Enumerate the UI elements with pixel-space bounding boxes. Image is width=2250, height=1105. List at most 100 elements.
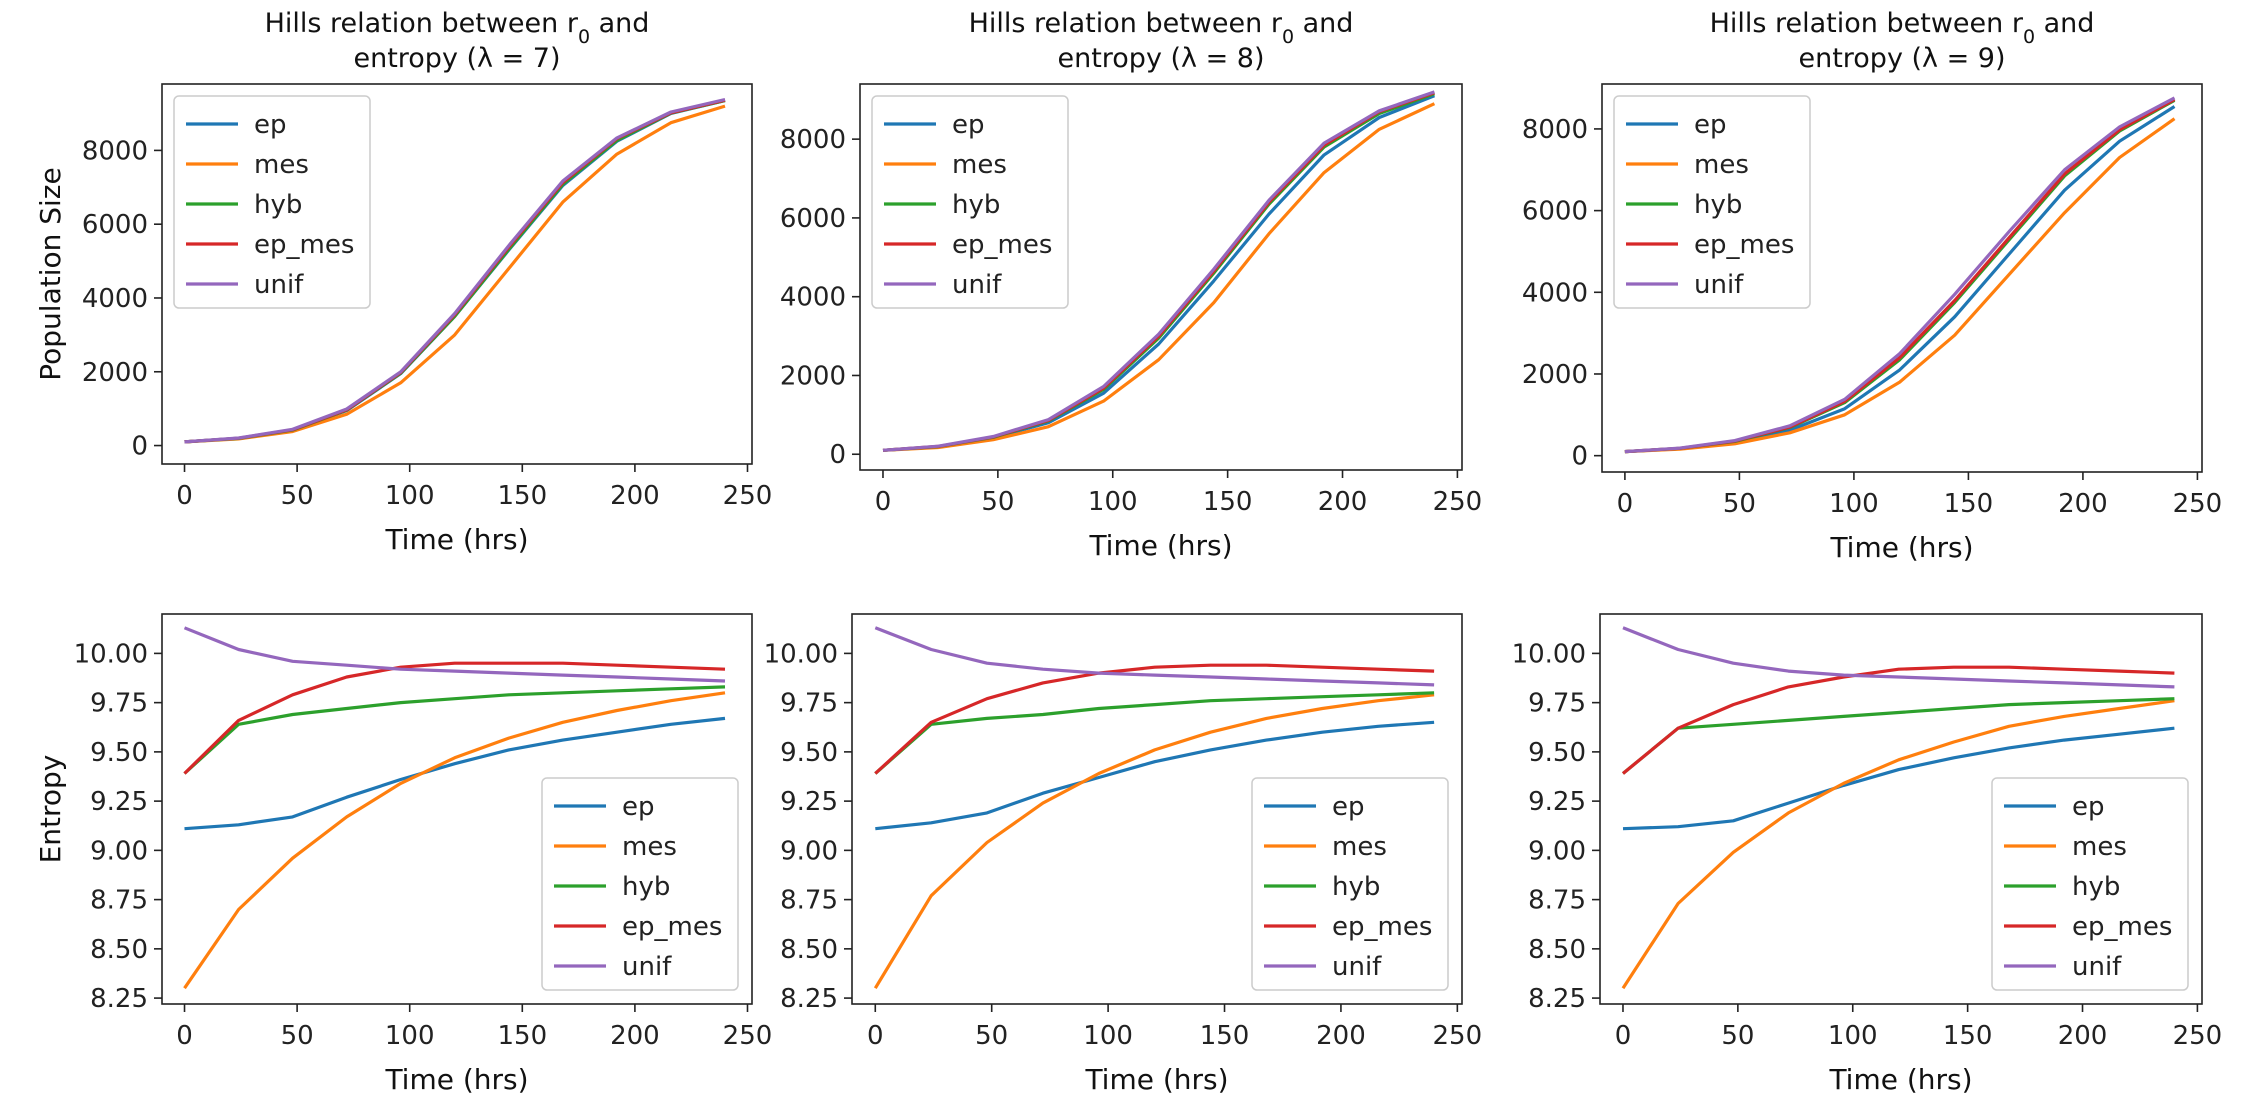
- x-tick-label: 100: [1083, 1021, 1133, 1051]
- x-tick: 100: [1828, 1004, 1878, 1051]
- series-line-ep_mes: [874, 663, 1435, 775]
- x-tick: 100: [1083, 1004, 1133, 1051]
- x-tick-label: 250: [1433, 1021, 1483, 1051]
- series-line-hyb: [874, 691, 1435, 775]
- x-tick-label: 0: [176, 1021, 193, 1051]
- y-tick-label: 9.50: [1528, 738, 1586, 768]
- legend-label-ep_mes: ep_mes: [952, 230, 1052, 260]
- y-tick: 4000: [780, 283, 860, 313]
- legend-label-ep_mes: ep_mes: [1332, 912, 1432, 942]
- y-tick-label: 8000: [1522, 115, 1588, 145]
- series-line-unif: [874, 626, 1435, 687]
- y-tick: 10.00: [74, 639, 162, 669]
- legend-label-hyb: hyb: [622, 872, 670, 902]
- y-tick: 9.50: [90, 738, 162, 768]
- x-tick: 200: [610, 1004, 660, 1051]
- y-tick: 9.25: [90, 787, 162, 817]
- chart-title-line1: Hills relation between r0 and: [265, 8, 650, 48]
- y-tick-label: 9.25: [780, 787, 838, 817]
- x-tick-label: 0: [867, 1021, 884, 1051]
- x-axis-label: Time (hrs): [384, 523, 528, 556]
- y-tick: 9.75: [90, 689, 162, 719]
- y-tick: 8.25: [90, 984, 162, 1014]
- y-tick-label: 2000: [780, 361, 846, 391]
- legend-box: [1991, 777, 2189, 991]
- x-tick: 250: [1433, 470, 1482, 517]
- chart-title-line2: entropy (λ = 9): [1798, 43, 2005, 74]
- y-tick: 8.50: [90, 935, 162, 965]
- y-tick-label: 6000: [780, 204, 846, 234]
- legend-label-unif: unif: [1694, 270, 1744, 300]
- x-tick-label: 100: [1088, 487, 1138, 517]
- x-tick: 250: [723, 464, 772, 511]
- x-tick-label: 250: [2173, 489, 2223, 519]
- y-tick: 8000: [780, 125, 860, 155]
- legend-label-ep: ep: [254, 110, 287, 140]
- legend-label-unif: unif: [2072, 952, 2122, 982]
- x-tick: 50: [981, 470, 1014, 517]
- legend-label-mes: mes: [952, 150, 1007, 180]
- y-tick-label: 8.75: [1528, 886, 1586, 916]
- y-tick: 0: [829, 440, 860, 470]
- y-tick: 9.25: [780, 787, 852, 817]
- series-line-ep_mes: [183, 661, 726, 775]
- series-line-hyb: [183, 685, 726, 775]
- x-tick-label: 0: [1617, 489, 1634, 519]
- legend-label-ep: ep: [1332, 792, 1365, 822]
- x-tick-label: 200: [2058, 489, 2108, 519]
- y-tick: 9.50: [780, 738, 852, 768]
- x-axis-label: Time (hrs): [1828, 1063, 1972, 1096]
- y-tick-label: 8.25: [1528, 984, 1586, 1014]
- x-axis-label: Time (hrs): [1088, 529, 1232, 562]
- y-tick-label: 8000: [780, 125, 846, 155]
- y-tick: 8.50: [1528, 935, 1600, 965]
- x-tick-label: 200: [610, 481, 660, 511]
- panel-bottom-left: 0 50 100 150 200 250 8.25 8.50 8.75 9.00 9.25 9.50 9…: [34, 613, 772, 1096]
- x-tick-label: 100: [385, 481, 435, 511]
- y-tick-label: 6000: [82, 210, 148, 240]
- legend-label-mes: mes: [254, 150, 309, 180]
- y-tick: 2000: [82, 358, 162, 388]
- x-tick: 150: [1943, 1004, 1992, 1051]
- y-tick: 8.25: [780, 984, 852, 1014]
- x-axis-label: Time (hrs): [1084, 1063, 1228, 1096]
- y-tick: 9.25: [1528, 787, 1600, 817]
- y-tick: 2000: [1522, 360, 1602, 390]
- x-tick: 100: [1829, 472, 1879, 519]
- x-tick-label: 200: [610, 1021, 660, 1051]
- x-tick-label: 250: [2173, 1021, 2223, 1051]
- x-tick-label: 50: [281, 1021, 314, 1051]
- plot-frame: [859, 83, 1463, 471]
- y-tick-label: 2000: [1522, 360, 1588, 390]
- y-tick-label: 4000: [82, 284, 148, 314]
- y-tick: 8.75: [1528, 886, 1600, 916]
- series-line-hyb: [1621, 697, 2175, 775]
- y-tick-label: 10.00: [1512, 639, 1586, 669]
- y-tick-label: 0: [1571, 442, 1588, 472]
- y-tick-label: 9.50: [780, 738, 838, 768]
- legend-box: [1613, 95, 1811, 309]
- x-tick-label: 50: [975, 1021, 1008, 1051]
- x-tick: 0: [176, 464, 193, 511]
- plot-frame: [161, 613, 753, 1005]
- y-tick: 10.00: [764, 639, 852, 669]
- y-tick-label: 9.50: [90, 738, 148, 768]
- y-tick: 0: [1571, 442, 1602, 472]
- legend-label-hyb: hyb: [2072, 872, 2120, 902]
- legend-label-mes: mes: [1332, 832, 1387, 862]
- y-tick: 4000: [1522, 278, 1602, 308]
- series-line-unif: [1622, 626, 2175, 689]
- x-tick: 250: [1433, 1004, 1483, 1051]
- y-tick-label: 8.25: [780, 984, 838, 1014]
- y-tick-label: 9.25: [1528, 787, 1586, 817]
- x-tick-label: 0: [176, 481, 193, 511]
- x-tick: 50: [281, 464, 314, 511]
- y-tick: 9.75: [780, 689, 852, 719]
- chart-title-line2: entropy (λ = 7): [353, 43, 560, 74]
- legend-box: [541, 777, 739, 991]
- x-tick: 50: [975, 1004, 1008, 1051]
- legend-label-hyb: hyb: [952, 190, 1000, 220]
